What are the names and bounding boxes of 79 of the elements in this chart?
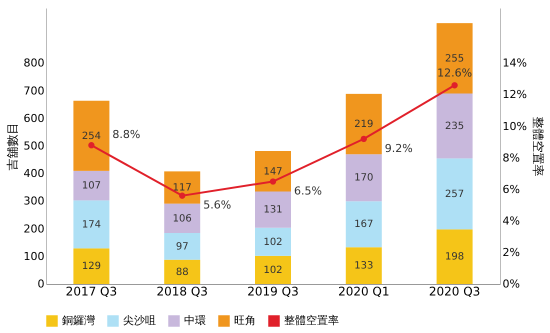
- data-label: 9.2%: [384, 142, 413, 155]
- y2-axis-title: 整體空置率: [530, 116, 545, 176]
- data-label: 102: [263, 264, 283, 276]
- data-label: 107: [82, 180, 101, 192]
- point: [451, 82, 458, 88]
- bar: [346, 201, 382, 248]
- y2-tick-label: 14%: [502, 56, 527, 70]
- data-label: 254: [82, 130, 101, 142]
- bar: [436, 94, 473, 158]
- data-label: 198: [445, 252, 464, 263]
- point: [179, 192, 186, 199]
- bar: [255, 150, 291, 192]
- bar: [255, 228, 291, 256]
- bar: [164, 232, 200, 260]
- bar: [73, 170, 110, 200]
- y2-tick-label: 0%: [502, 278, 520, 290]
- data-label: 219: [354, 119, 374, 130]
- x-tick-label: 2019 Q3: [247, 284, 299, 298]
- point: [360, 136, 367, 142]
- data-label: 235: [445, 120, 464, 132]
- data-label: 106: [172, 213, 192, 224]
- data-label: 129: [82, 261, 101, 272]
- x-tick-label: 2020 Q1: [338, 284, 390, 298]
- bar: [164, 204, 200, 233]
- x-tick-label: 2018 Q3: [156, 284, 208, 298]
- bar: [73, 200, 110, 248]
- legend-label: 銅鑼灣: [62, 314, 95, 327]
- y-tick-label: 100: [24, 250, 44, 263]
- data-label: 8.8%: [112, 128, 140, 142]
- data-label: 102: [263, 236, 283, 248]
- point: [270, 178, 276, 185]
- data-label: 88: [176, 266, 189, 278]
- data-label: 255: [445, 53, 464, 64]
- y-tick-label: 800: [24, 56, 44, 70]
- data-label: 133: [354, 260, 374, 272]
- data-label: 147: [263, 166, 283, 178]
- bar: [436, 158, 473, 230]
- point: [88, 142, 95, 148]
- y2-tick-label: 2%: [502, 246, 520, 259]
- data-label: 12.6%: [437, 66, 472, 80]
- data-label: 174: [82, 219, 101, 230]
- bar: [436, 23, 473, 94]
- y2-tick-label: 6%: [502, 182, 520, 196]
- y-tick-label: 500: [24, 140, 44, 152]
- data-label: 6.5%: [294, 184, 322, 198]
- y-tick-label: 700: [24, 84, 44, 98]
- bar: [73, 100, 110, 171]
- y-tick-label: 300: [24, 194, 44, 208]
- y2-tick-label: 10%: [502, 120, 527, 133]
- bar: [164, 171, 200, 204]
- bar: [164, 260, 200, 284]
- y-tick-label: 600: [24, 112, 44, 125]
- bar: [436, 229, 473, 284]
- x-tick-label: 2020 Q3: [428, 284, 480, 298]
- bar: [255, 256, 291, 284]
- legend-label: 整體空置率: [284, 314, 339, 327]
- bar: [346, 94, 382, 154]
- y2-tick-label: 8%: [502, 151, 520, 164]
- legend-label: 尖沙咀: [123, 314, 156, 327]
- bar: [73, 248, 110, 284]
- y-axis-title: 吉舖數目: [6, 122, 20, 170]
- bar: [255, 192, 291, 228]
- y-tick-label: 200: [24, 222, 44, 236]
- data-label: 257: [445, 188, 464, 200]
- x-tick-label: 2017 Q3: [66, 284, 118, 298]
- bar: [346, 247, 382, 284]
- y2-tick-label: 12%: [502, 88, 527, 102]
- data-label: 170: [354, 172, 374, 184]
- data-label: 131: [263, 204, 283, 216]
- y2-tick-label: 4%: [502, 214, 520, 228]
- y-tick-label: 400: [24, 167, 44, 180]
- data-label: 97: [176, 241, 189, 252]
- bar: [346, 154, 382, 202]
- y-tick-label: 0: [38, 278, 44, 290]
- data-label: 5.6%: [203, 198, 232, 212]
- legend-label: 旺角: [234, 314, 256, 327]
- legend-label: 中環: [184, 314, 206, 327]
- data-label: 167: [354, 219, 374, 230]
- data-label: 117: [172, 182, 192, 194]
